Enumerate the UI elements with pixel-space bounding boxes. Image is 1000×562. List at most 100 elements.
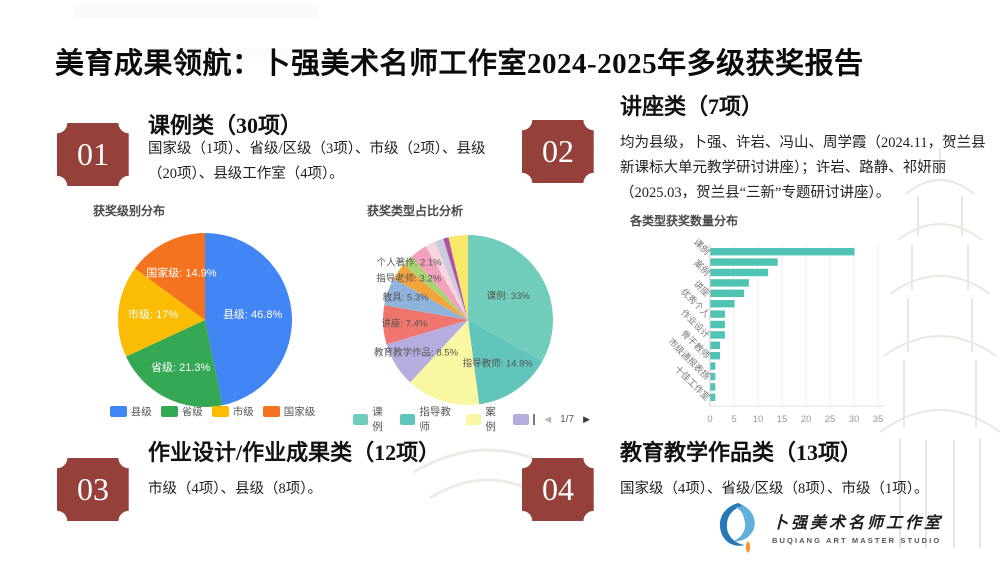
- legend-label: 省级: [181, 406, 203, 418]
- section-04-badge: 04: [522, 458, 594, 521]
- pie-slice-个人著作: [403, 256, 468, 320]
- legend-swatch: [109, 406, 127, 417]
- pie-slice-label: 指导教师: 14.9%: [463, 357, 534, 369]
- legend-item-省级: 省级: [160, 404, 203, 419]
- pie-slice-指导教师: [468, 320, 543, 405]
- pie-slice-指导老师: [393, 264, 468, 320]
- bar: [710, 289, 745, 297]
- pie-slice-unlabeled: [425, 241, 468, 320]
- x-tick-label: 35: [873, 414, 884, 425]
- pie-slice-unlabeled: [434, 238, 468, 320]
- pie-slice-label: 指导老师: 3.2%: [376, 273, 441, 285]
- pie-slice-教育教学作品: [386, 320, 468, 383]
- x-tick-label: 25: [825, 414, 836, 425]
- bar: [710, 331, 725, 339]
- legend-item-课例: 课例: [353, 404, 391, 434]
- legend-swatch: [211, 406, 229, 417]
- bar: [710, 393, 716, 401]
- section-01-body: 国家级（1项）、省级/区级（3项）、市级（2项）、县级（20项）、县级工作室（4…: [148, 141, 486, 182]
- pie-slice-unlabeled: [411, 246, 468, 320]
- pie-slice-讲座: [383, 305, 468, 345]
- studio-logo: 卜强美术名师工作室 BUQIANG ART MASTER STUDIO: [714, 497, 964, 557]
- legend-item-指导教师: 指导教师: [400, 404, 457, 434]
- pie-slice-label: 教具: 5.3%: [383, 292, 429, 304]
- y-category-label: 课例: [692, 236, 713, 257]
- award-level-pie: 县级: 46.8% 省级: 21.3% 市级: 17% 国家级: 14.9%: [118, 233, 292, 407]
- legend-swatch: [400, 413, 416, 425]
- legend-label: 市级: [232, 406, 254, 418]
- x-tick-label: 15: [777, 414, 788, 425]
- legend-label: 课例: [372, 406, 383, 433]
- x-tick-label: 30: [849, 414, 860, 425]
- section-04-number: 04: [542, 471, 574, 507]
- x-tick-label: 5: [731, 414, 736, 425]
- legend-label: 县级: [130, 406, 152, 418]
- legend-item-国家级: 国家级: [262, 404, 316, 419]
- legend-swatch: [466, 413, 482, 425]
- legend-prev-icon[interactable]: ◀: [544, 413, 552, 424]
- section-03-badge: 03: [57, 458, 129, 521]
- section-03-number: 03: [77, 471, 109, 507]
- pie-slice-市级: [118, 268, 205, 357]
- bar: [710, 341, 721, 349]
- legend-next-icon[interactable]: ▶: [583, 413, 590, 424]
- faint-artifact: [74, 4, 318, 18]
- bar: [710, 300, 735, 308]
- award-type-pie: 课例: 33% 指导教师: 14.9% 教育教学作品: 8.5% 讲座: 7.4% 教具…: [374, 235, 553, 405]
- legend-item-市级: 市级: [211, 404, 254, 419]
- pie-slice-label: 教育教学作品: 8.5%: [374, 346, 458, 358]
- pie-slice-县级: [205, 233, 292, 406]
- x-tick-label: 20: [801, 414, 812, 425]
- award-level-legend: 县级 省级 市级 国家级: [85, 404, 340, 419]
- pie-slice-案例: [410, 320, 480, 405]
- pie-slice-label: 国家级: 14.9%: [146, 265, 217, 279]
- section-02-badge: 02: [522, 120, 594, 183]
- award-type-pie-chart: 获奖类型占比分析 课例: 33% 指导教师: 14.9% 教育教学作品: 8.5% 讲…: [353, 198, 590, 433]
- pie-slice-label: 市级: 17%: [128, 307, 178, 321]
- section-03-body: 市级（4项）、县级（8项）。: [148, 481, 322, 497]
- logo-swirl-icon: [719, 503, 755, 553]
- award-count-bars: 0 5 10 15 20 25 30 35课例案例讲座优秀个人作业设计骨干教师市级通报表扬十佳…: [666, 236, 884, 425]
- bar: [710, 279, 749, 287]
- section-04-heading: 教育教学作品类（13项）: [620, 440, 863, 465]
- x-tick-label: 10: [753, 414, 764, 425]
- legend-swatch: [262, 406, 280, 417]
- award-type-legend: 课例 指导教师 案例 ◀ 1/7 ▶: [353, 404, 590, 434]
- chart-title: 各类型获奖数量分布: [630, 214, 739, 228]
- legend-label: 国家级: [283, 406, 316, 418]
- section-01-badge: 01: [57, 123, 129, 186]
- pie-slice-label: 课例: 33%: [487, 290, 531, 302]
- section-04-body: 国家级（4项）、省级/区级（8项）、市级（1项）。: [620, 481, 929, 497]
- bar: [710, 258, 778, 266]
- bar: [710, 383, 716, 391]
- award-level-pie-chart: 获奖级别分布 县级: 46.8% 省级: 21.3% 市级: 17% 国家级: 14.…: [85, 198, 340, 430]
- pie-slice-unlabeled: [443, 237, 468, 320]
- chart-title: 获奖级别分布: [93, 204, 166, 218]
- section-01-number: 01: [77, 136, 109, 172]
- section-01-heading: 课例类（30项）: [148, 113, 303, 138]
- section-03-heading: 作业设计/作业成果类（12项）: [148, 440, 441, 465]
- pie-slice-label: 个人著作: 2.1%: [377, 256, 442, 268]
- section-02-heading: 讲座类（7项）: [620, 94, 764, 119]
- section-02-number: 02: [542, 133, 574, 169]
- pie-slice-unlabeled: [448, 235, 468, 320]
- logo-name-en: BUQIANG ART MASTER STUDIO: [772, 536, 942, 545]
- bar: [710, 362, 716, 370]
- pie-slice-label: 讲座: 7.4%: [381, 318, 427, 330]
- bar: [710, 310, 725, 318]
- pie-slice-label: 县级: 46.8%: [223, 308, 283, 321]
- pie-slice-国家级: [134, 233, 205, 320]
- legend-swatch-truncated: [513, 413, 529, 425]
- chart-title: 获奖类型占比分析: [367, 204, 464, 218]
- legend-item-案例: 案例: [466, 404, 504, 434]
- bar: [710, 372, 716, 381]
- pie-slice-label: 省级: 21.3%: [151, 361, 211, 374]
- legend-page-indicator: 1/7: [560, 413, 575, 425]
- pie-slice-课例: [468, 235, 553, 361]
- y-category-label: 案例: [692, 257, 713, 278]
- bar: [710, 268, 769, 277]
- pie-slice-省级: [126, 320, 223, 407]
- legend-label: 案例: [485, 406, 496, 433]
- bar: [710, 248, 855, 256]
